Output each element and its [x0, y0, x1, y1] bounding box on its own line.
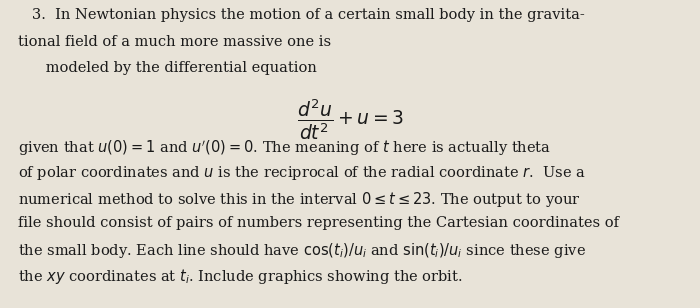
Text: numerical method to solve this in the interval $0 \leq t \leq 23$. The output to: numerical method to solve this in the in… [18, 190, 581, 209]
Text: tional field of a much more massive one is: tional field of a much more massive one … [18, 34, 331, 48]
Text: modeled by the differential equation: modeled by the differential equation [18, 61, 317, 75]
Text: file should consist of pairs of numbers representing the Cartesian coordinates o: file should consist of pairs of numbers … [18, 216, 619, 230]
Text: of polar coordinates and $u$ is the reciprocal of the radial coordinate $r$.  Us: of polar coordinates and $u$ is the reci… [18, 164, 586, 182]
Text: the $xy$ coordinates at $t_i$. Include graphics showing the orbit.: the $xy$ coordinates at $t_i$. Include g… [18, 267, 463, 286]
Text: $\dfrac{d^2u}{dt^2} + u = 3$: $\dfrac{d^2u}{dt^2} + u = 3$ [297, 98, 403, 142]
Text: 3.  In Newtonian physics the motion of a certain small body in the gravita-: 3. In Newtonian physics the motion of a … [18, 8, 584, 22]
Text: the small body. Each line should have $\cos(t_i)/u_i$ and $\sin(t_i)/u_i$ since : the small body. Each line should have $\… [18, 241, 586, 260]
Text: given that $u(0) = 1$ and $u'(0) = 0$. The meaning of $t$ here is actually theta: given that $u(0) = 1$ and $u'(0) = 0$. T… [18, 139, 551, 158]
